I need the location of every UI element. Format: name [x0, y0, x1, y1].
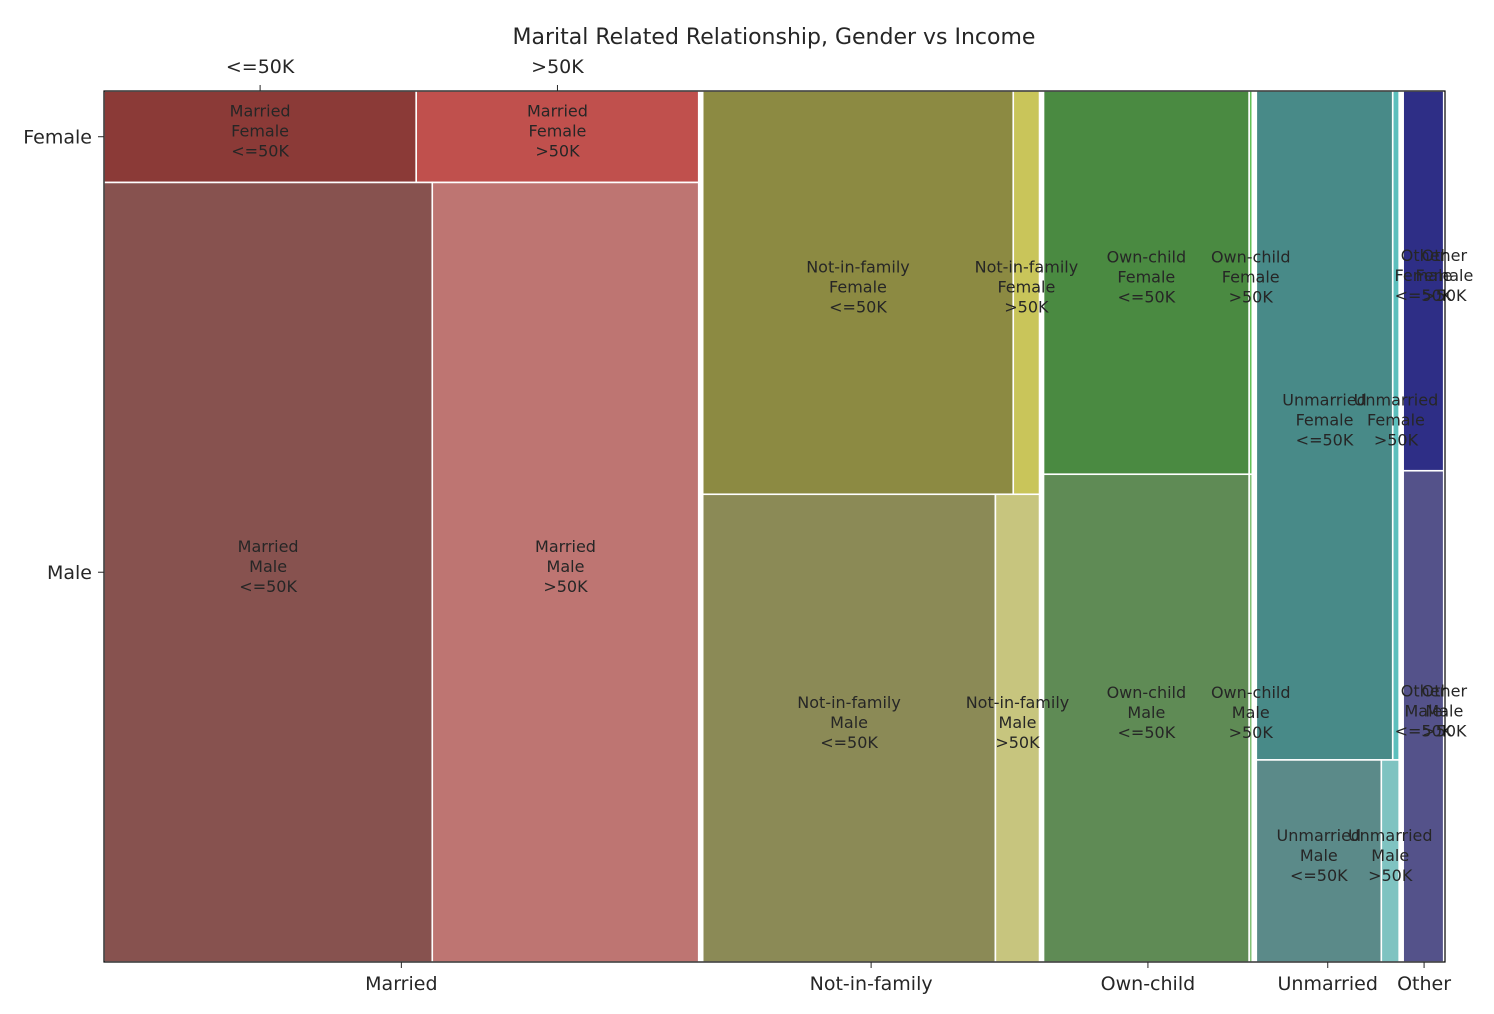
cell-label: Unmarried Male <=50K — [1277, 826, 1362, 885]
cell-label: Not-in-family Male <=50K — [797, 693, 901, 752]
cell-married-male-gt50k — [431, 181, 700, 963]
cell-label: Unmarried Female >50K — [1354, 390, 1439, 449]
x-tick-label: Other — [1397, 973, 1451, 995]
cell-not-in-family-female-le50k — [701, 90, 1015, 496]
cell-label: Unmarried Female <=50K — [1282, 390, 1367, 449]
plot-frame — [103, 90, 1446, 963]
cell-label: Own-child Female >50K — [1211, 248, 1291, 307]
cell-label: Own-child Male >50K — [1211, 683, 1291, 742]
cell-label: Other Female <=50K — [1395, 246, 1453, 305]
top-tick-label: >50K — [531, 56, 584, 78]
y-tick-label: Male — [47, 562, 92, 584]
x-tick-label: Unmarried — [1278, 973, 1378, 995]
top-tick-label: <=50K — [226, 56, 295, 78]
cell-label: Not-in-family Female >50K — [975, 258, 1079, 317]
cell-label: Married Female <=50K — [230, 102, 291, 161]
cell-label: Married Male <=50K — [238, 537, 299, 596]
cell-label: Other Male <=50K — [1395, 681, 1453, 740]
cell-married-female-le50k — [103, 90, 418, 184]
cell-label: Married Female >50K — [527, 102, 588, 161]
cell-not-in-family-male-gt50k — [994, 493, 1041, 963]
cell-married-female-gt50k — [415, 90, 700, 184]
axis-ticks: Married Not-in-family Own-child Unmarried Ot… — [23, 56, 1451, 995]
cell-label: Own-child Male <=50K — [1107, 683, 1187, 742]
cell-label: Other Female >50K — [1415, 246, 1473, 305]
cell-label: Not-in-family Female <=50K — [806, 258, 910, 317]
cell-not-in-family-female-gt50k — [1012, 90, 1041, 496]
x-tick-label: Own-child — [1101, 973, 1196, 995]
cell-not-in-family-male-le50k — [701, 493, 997, 963]
cell-label: Own-child Female <=50K — [1107, 248, 1187, 307]
y-tick-label: Female — [23, 127, 92, 149]
x-tick-label: Married — [365, 973, 437, 995]
cell-label: Unmarried Male >50K — [1348, 826, 1433, 885]
cell-label: Not-in-family Male >50K — [966, 693, 1070, 752]
x-tick-label: Not-in-family — [810, 973, 933, 995]
cell-married-male-le50k — [103, 181, 434, 963]
mosaic-cell-labels: Married Female <=50K Married Female >50K Marri… — [230, 102, 1474, 885]
mosaic-cells — [103, 90, 1446, 963]
cell-label: Married Male >50K — [535, 537, 596, 596]
chart-title: Marital Related Relationship, Gender vs … — [513, 25, 1036, 50]
